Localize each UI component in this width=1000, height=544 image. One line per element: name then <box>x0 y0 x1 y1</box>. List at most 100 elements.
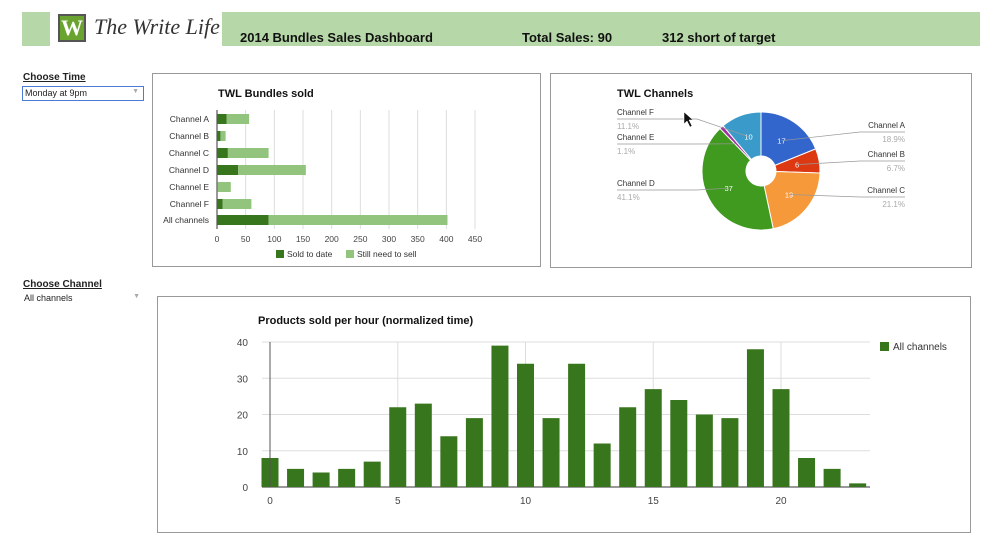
x-tick-label: 20 <box>775 496 787 507</box>
channel-select-value: All channels <box>24 293 73 303</box>
column-bar <box>414 403 432 487</box>
x-tick-label: 450 <box>468 234 482 244</box>
leader-line <box>781 131 905 142</box>
leader-line <box>789 194 905 198</box>
slice-label: Channel F <box>617 108 654 117</box>
column-bar <box>619 407 637 487</box>
chevron-down-icon: ▼ <box>133 293 140 300</box>
x-tick-label: 50 <box>241 234 251 244</box>
column-bar <box>670 400 688 487</box>
category-label: All channels <box>163 215 209 225</box>
mouse-cursor-icon <box>683 111 694 128</box>
bar-segment <box>217 199 223 209</box>
column-bar <box>542 418 560 487</box>
legend-swatch <box>346 250 354 258</box>
channels-chart-panel <box>550 73 972 268</box>
x-tick-label: 350 <box>411 234 425 244</box>
slice-percent: 1.1% <box>617 147 635 156</box>
column-bar <box>568 363 586 487</box>
column-bar <box>491 345 509 487</box>
column-bar <box>721 418 739 487</box>
column-bar <box>644 389 662 487</box>
bar-segment <box>220 131 226 141</box>
leader-line <box>617 118 749 137</box>
hourly-chart-title: Products sold per hour (normalized time) <box>258 315 473 327</box>
column-bar <box>465 418 483 487</box>
y-tick-label: 30 <box>237 374 249 385</box>
bar-segment <box>238 165 306 175</box>
slice-value-label: 10 <box>744 133 752 142</box>
x-tick-label: 250 <box>353 234 367 244</box>
slice-percent: 11.1% <box>617 122 639 131</box>
column-bar <box>823 468 841 487</box>
column-bar <box>287 468 305 487</box>
x-tick-label: 0 <box>215 234 220 244</box>
leader-line <box>617 187 729 191</box>
y-tick-label: 40 <box>237 338 249 349</box>
column-bar <box>338 468 356 487</box>
slice-label: Channel B <box>868 150 905 159</box>
category-label: Channel C <box>169 148 209 158</box>
x-tick-label: 5 <box>395 496 401 507</box>
channel-select[interactable]: All channels ▼ <box>22 292 144 306</box>
bar-segment <box>217 182 218 192</box>
slice-value-label: 37 <box>725 184 733 193</box>
legend-label: Still need to sell <box>357 249 417 259</box>
column-bar <box>798 458 816 487</box>
slice-percent: 6.7% <box>887 164 905 173</box>
time-select[interactable]: Monday at 9pm ▼ <box>22 86 144 101</box>
legend-swatch <box>276 250 284 258</box>
total-sales: Total Sales: 90 <box>522 30 613 45</box>
bundles-chart-title: TWL Bundles sold <box>218 88 314 100</box>
category-label: Channel E <box>169 182 209 192</box>
slice-value-label: 19 <box>785 191 793 200</box>
y-tick-label: 10 <box>237 447 249 458</box>
chevron-down-icon: ▼ <box>132 88 139 95</box>
slice-label: Channel D <box>617 179 655 188</box>
pie-slice <box>722 111 762 161</box>
column-bar <box>593 443 611 487</box>
bar-segment <box>217 182 231 192</box>
column-bar <box>772 389 790 487</box>
slice-value-label: 6 <box>795 161 799 170</box>
logo-text: The Write Life <box>94 14 220 39</box>
bar-segment <box>222 199 252 209</box>
x-tick-label: 200 <box>325 234 339 244</box>
column-bar <box>440 436 458 487</box>
slice-percent: 41.1% <box>617 193 640 202</box>
x-tick-label: 15 <box>648 496 660 507</box>
logo-icon: W <box>58 14 86 42</box>
category-label: Channel F <box>170 199 209 209</box>
x-tick-label: 400 <box>439 234 453 244</box>
column-bar <box>517 363 534 487</box>
column-bar <box>312 472 330 487</box>
y-tick-label: 0 <box>242 483 248 494</box>
x-tick-label: 0 <box>267 496 273 507</box>
legend-label: All channels <box>893 342 947 353</box>
time-select-value: Monday at 9pm <box>25 88 88 98</box>
pie-slice <box>701 127 774 231</box>
slice-label: Channel C <box>867 186 905 195</box>
column-bar <box>695 414 713 487</box>
column-bar <box>363 461 381 487</box>
bar-segment <box>217 165 239 175</box>
bar-segment <box>217 131 221 141</box>
channels-chart-title: TWL Channels <box>617 88 693 100</box>
column-bar <box>849 483 867 487</box>
bar-segment <box>226 114 250 124</box>
slice-value-label: 17 <box>777 137 785 146</box>
legend-label: Sold to date <box>287 249 333 259</box>
category-label: Channel B <box>169 131 209 141</box>
legend-swatch <box>880 342 889 351</box>
category-label: Channel D <box>169 165 209 175</box>
choose-time-label: Choose Time <box>23 72 86 83</box>
column-bar <box>389 407 407 487</box>
category-label: Channel A <box>170 114 210 124</box>
bar-segment <box>217 114 227 124</box>
dashboard-title: 2014 Bundles Sales Dashboard <box>240 30 433 45</box>
short-of-target: 312 short of target <box>662 30 776 45</box>
x-tick-label: 100 <box>267 234 281 244</box>
x-tick-label: 10 <box>520 496 532 507</box>
bar-segment <box>217 215 269 225</box>
